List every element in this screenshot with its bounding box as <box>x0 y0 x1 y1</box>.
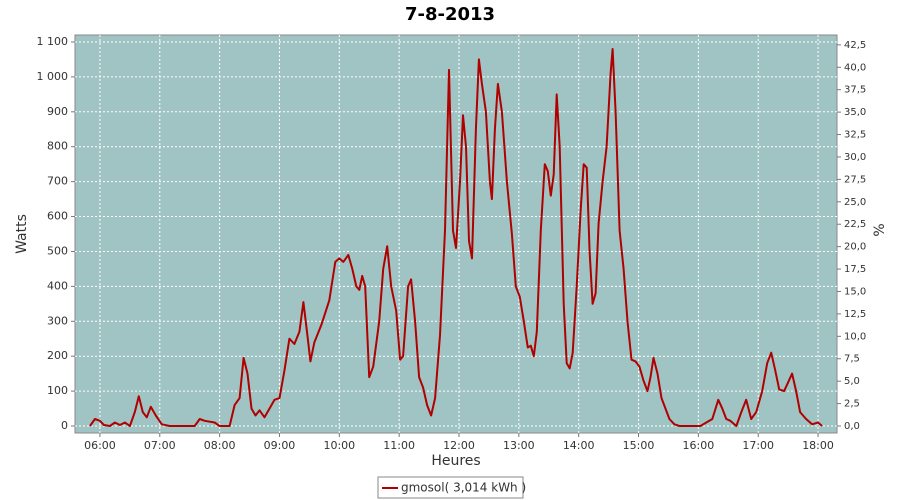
x-tick-label: 12:00 <box>443 439 475 452</box>
x-tick-label: 15:00 <box>623 439 655 452</box>
y2-tick-label: 20,0 <box>844 242 866 253</box>
y-tick-label: 1 000 <box>37 70 69 83</box>
y2-tick-label: 10,0 <box>844 331 866 342</box>
y2-tick-label: 40,0 <box>844 62 866 73</box>
x-tick-label: 09:00 <box>264 439 296 452</box>
x-tick-label: 07:00 <box>144 439 176 452</box>
y2-axis-label: % <box>872 223 888 236</box>
y-tick-label: 500 <box>47 244 68 257</box>
y2-tick-label: 22,5 <box>844 219 866 230</box>
y2-tick-label: 5,0 <box>844 376 860 387</box>
y-tick-label: 700 <box>47 175 68 188</box>
series-line <box>89 48 823 427</box>
y-tick-label: 600 <box>47 210 68 223</box>
x-tick-label: 18:00 <box>802 439 834 452</box>
x-tick-label: 14:00 <box>563 439 595 452</box>
y2-tick-label: 15,0 <box>844 286 866 297</box>
y-tick-label: 900 <box>47 105 68 118</box>
x-tick-label: 08:00 <box>204 439 236 452</box>
chart-title: 7-8-2013 <box>405 4 495 25</box>
legend <box>377 476 524 499</box>
x-tick-label: 16:00 <box>683 439 715 452</box>
y-tick-label: 100 <box>47 384 68 397</box>
y-tick-label: 1 100 <box>37 35 69 48</box>
x-tick-label: 11:00 <box>383 439 415 452</box>
y2-tick-label: 12,5 <box>844 309 866 320</box>
x-tick-label: 10:00 <box>323 439 355 452</box>
y-tick-label: 400 <box>47 279 68 292</box>
x-tick-label: 06:00 <box>84 439 116 452</box>
x-tick-label: 13:00 <box>503 439 535 452</box>
y-tick-label: 0 <box>61 419 68 432</box>
y2-tick-label: 25,0 <box>844 197 866 208</box>
y2-tick-label: 0,0 <box>844 421 860 432</box>
y2-tick-label: 35,0 <box>844 107 866 118</box>
x-tick-label: 17:00 <box>742 439 774 452</box>
y-tick-label: 800 <box>47 140 68 153</box>
y2-tick-label: 27,5 <box>844 174 866 185</box>
y2-tick-label: 2,5 <box>844 399 860 410</box>
x-axis-label: Heures <box>431 453 480 469</box>
y-axis-label: Watts <box>14 214 30 254</box>
legend-label: gmosol( 3,014 kWh ) <box>401 481 526 495</box>
y2-tick-label: 7,5 <box>844 354 860 365</box>
y2-tick-label: 30,0 <box>844 152 866 163</box>
y-tick-label: 200 <box>47 349 68 362</box>
y2-tick-label: 32,5 <box>844 130 866 141</box>
y-tick-label: 300 <box>47 314 68 327</box>
y2-tick-label: 37,5 <box>844 85 866 96</box>
y2-tick-label: 17,5 <box>844 264 866 275</box>
y2-tick-label: 42,5 <box>844 40 866 51</box>
